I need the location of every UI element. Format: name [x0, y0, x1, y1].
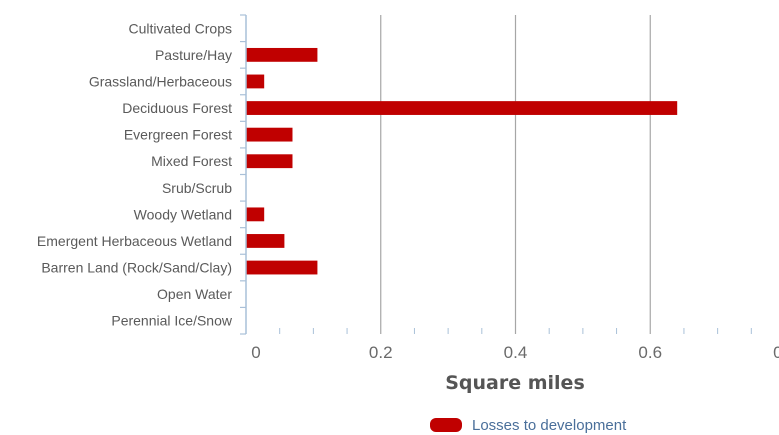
category-label: Woody Wetland: [134, 206, 232, 222]
x-tick-label: 0.4: [504, 343, 528, 362]
x-tick-label: 0.6: [638, 343, 662, 362]
category-label: Deciduous Forest: [122, 100, 232, 116]
category-label: Srub/Scrub: [162, 180, 232, 196]
legend-swatch: [430, 418, 462, 432]
category-label: Perennial Ice/Snow: [111, 313, 233, 329]
bar: [246, 207, 265, 222]
bar: [246, 154, 293, 169]
x-tick-label: 0.8: [773, 343, 779, 362]
legend-label: Losses to development: [472, 417, 627, 434]
bar: [246, 74, 265, 89]
x-axis-minor-ticks: [279, 328, 752, 334]
category-label: Open Water: [157, 286, 232, 302]
category-label: Evergreen Forest: [124, 127, 232, 143]
x-axis-title: Square miles: [445, 372, 585, 394]
category-label: Emergent Herbaceous Wetland: [37, 233, 232, 249]
bar: [246, 101, 678, 115]
legend: Losses to development: [430, 417, 627, 434]
category-label: Pasture/Hay: [155, 47, 232, 63]
y-axis-labels: Cultivated Crops Pasture/Hay Grassland/Her…: [37, 20, 233, 328]
gridlines: [380, 15, 651, 334]
x-tick-label: 0.2: [369, 343, 393, 362]
bars: [246, 47, 678, 275]
bar: [246, 234, 285, 248]
category-label: Grassland/Herbaceous: [89, 73, 232, 89]
category-label: Barren Land (Rock/Sand/Clay): [41, 260, 232, 276]
x-axis-tick-labels: 0 0.2 0.4 0.6 0.8: [251, 343, 779, 362]
category-label: Mixed Forest: [151, 153, 232, 169]
bar: [246, 47, 318, 62]
bar: [246, 260, 318, 275]
y-axis-ticks: [240, 14, 246, 335]
x-tick-label: 0: [251, 343, 260, 362]
category-label: Cultivated Crops: [129, 20, 233, 36]
bar: [246, 127, 293, 142]
